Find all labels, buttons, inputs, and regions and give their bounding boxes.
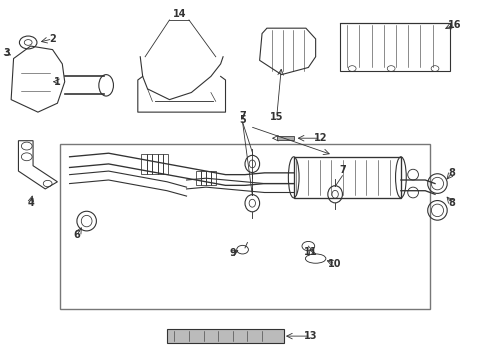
Bar <box>167 329 284 342</box>
Bar <box>340 23 450 71</box>
Bar <box>211 171 216 185</box>
Text: 6: 6 <box>74 230 80 240</box>
Bar <box>152 154 158 174</box>
Text: 5: 5 <box>239 114 246 125</box>
Text: 11: 11 <box>304 247 318 257</box>
Bar <box>163 154 168 174</box>
Bar <box>201 171 206 185</box>
Text: 12: 12 <box>314 133 327 143</box>
Text: 8: 8 <box>449 168 456 178</box>
Polygon shape <box>277 136 294 140</box>
Text: 10: 10 <box>328 259 342 269</box>
Bar <box>206 171 211 185</box>
Text: 15: 15 <box>270 112 283 122</box>
Text: 9: 9 <box>229 248 236 258</box>
Text: 8: 8 <box>449 198 456 208</box>
Bar <box>196 171 201 185</box>
Text: 14: 14 <box>172 9 186 19</box>
Text: 7: 7 <box>239 111 246 121</box>
Text: 7: 7 <box>339 165 346 175</box>
Text: 2: 2 <box>49 34 56 44</box>
Text: 3: 3 <box>4 48 11 58</box>
Text: 1: 1 <box>54 77 61 87</box>
Text: 13: 13 <box>304 331 318 341</box>
Bar <box>294 157 401 198</box>
Text: 4: 4 <box>27 198 34 208</box>
Bar <box>147 154 152 174</box>
Bar <box>60 144 430 309</box>
Text: 16: 16 <box>448 19 461 30</box>
Bar <box>142 154 147 174</box>
Bar <box>158 154 163 174</box>
